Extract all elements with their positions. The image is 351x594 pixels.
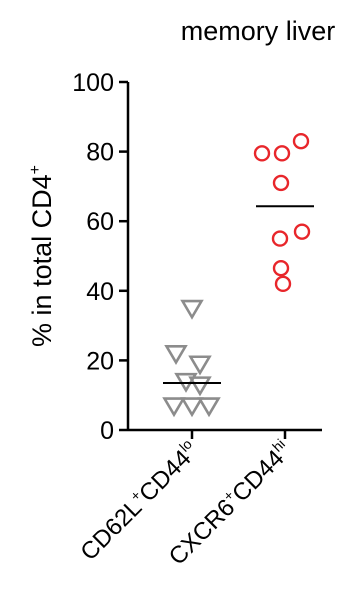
y-tick-label: 0	[100, 417, 114, 445]
data-point-triangle	[188, 355, 212, 376]
data-point-circle	[274, 275, 292, 293]
data-point-circle	[292, 132, 310, 150]
data-point-circle	[272, 174, 290, 192]
data-point-triangle	[197, 397, 221, 418]
data-point-circle	[271, 230, 289, 247]
data-point-circle	[272, 259, 290, 277]
data-point-circle	[293, 223, 311, 240]
data-point-triangle	[188, 376, 212, 397]
data-point-circle	[253, 145, 271, 162]
chart-title: memory liver	[181, 16, 336, 46]
data-point-triangle	[164, 345, 188, 366]
data-point-triangle	[162, 397, 186, 418]
y-tick-label: 100	[72, 69, 114, 97]
y-tick-label: 20	[86, 347, 114, 375]
data-point-triangle	[180, 397, 204, 418]
y-tick-label: 40	[86, 278, 114, 306]
y-tick-label: 60	[86, 208, 114, 236]
y-tick-label: 80	[86, 139, 114, 167]
y-axis-title: % in total CD4+	[27, 165, 57, 347]
data-point-triangle	[180, 299, 204, 320]
data-point-circle	[273, 145, 291, 162]
